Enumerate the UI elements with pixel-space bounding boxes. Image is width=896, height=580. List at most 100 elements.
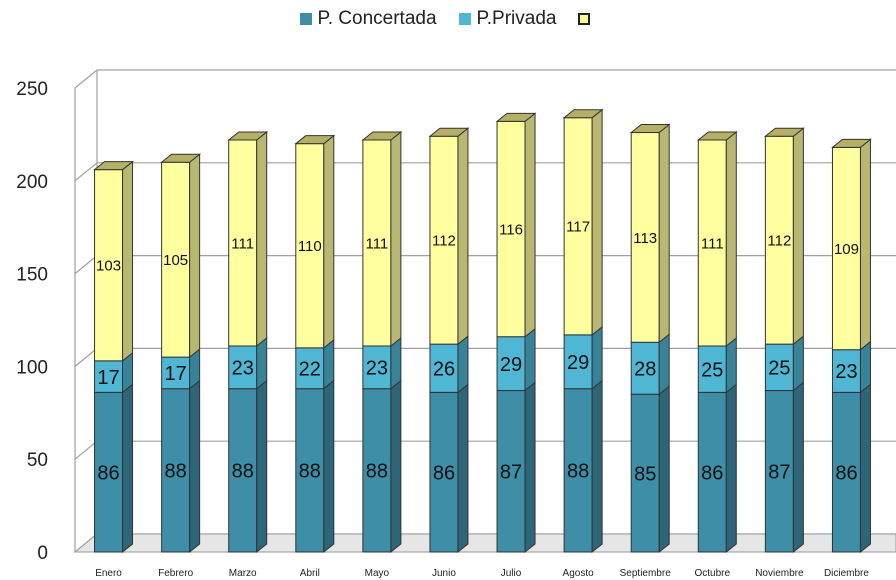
data-label-7-1: 29 bbox=[567, 352, 589, 374]
gridline-side-1 bbox=[74, 440, 98, 460]
x-tick-label-8: Septiembre bbox=[620, 568, 672, 579]
bar-side-9-2 bbox=[725, 130, 737, 348]
bar-top-1 bbox=[160, 153, 202, 163]
legend-swatch-third bbox=[578, 13, 591, 25]
bar-top-4 bbox=[361, 131, 403, 141]
data-label-0-0: 86 bbox=[97, 462, 119, 484]
bar-top-7 bbox=[562, 109, 604, 119]
bar-side-2-1 bbox=[256, 336, 268, 390]
bar-side-2-0 bbox=[256, 379, 268, 554]
data-label-11-2: 109 bbox=[834, 241, 859, 258]
bar-side-7-2 bbox=[591, 108, 603, 336]
x-tick-label-6: Julio bbox=[501, 568, 522, 579]
data-label-3-0: 88 bbox=[299, 461, 321, 483]
bar-side-0-2 bbox=[122, 160, 134, 362]
bar-side-9-1 bbox=[725, 336, 737, 394]
data-label-5-2: 112 bbox=[432, 233, 456, 250]
bar-1-1 bbox=[161, 356, 191, 390]
bar-side-1-0 bbox=[189, 379, 201, 554]
data-label-4-0: 88 bbox=[366, 461, 388, 483]
x-tick-label-5: Junio bbox=[432, 568, 456, 579]
legend-label-concertada: P. Concertada bbox=[317, 8, 437, 29]
bar-2-0 bbox=[228, 388, 258, 553]
bar-side-10-1 bbox=[792, 335, 804, 392]
bar-side-0-0 bbox=[122, 383, 134, 554]
bar-top-9 bbox=[696, 131, 738, 141]
data-label-8-2: 113 bbox=[633, 230, 657, 247]
bar-side-11-1 bbox=[859, 340, 871, 394]
bar-side-10-0 bbox=[792, 381, 804, 554]
x-tick-label-2: Marzo bbox=[229, 568, 257, 579]
data-label-10-0: 87 bbox=[768, 461, 790, 483]
data-label-6-1: 29 bbox=[500, 354, 522, 376]
data-label-9-1: 25 bbox=[701, 359, 723, 381]
bar-side-6-2 bbox=[524, 112, 536, 338]
data-label-8-0: 85 bbox=[634, 463, 656, 485]
bar-5-1 bbox=[429, 343, 459, 393]
bar-4-2 bbox=[362, 139, 392, 347]
bar-11-1 bbox=[831, 349, 861, 393]
data-label-4-2: 111 bbox=[365, 235, 388, 252]
legend-item-third bbox=[578, 8, 596, 30]
bar-6-0 bbox=[496, 390, 526, 553]
data-label-10-2: 112 bbox=[767, 233, 791, 250]
bar-side-8-0 bbox=[658, 385, 670, 554]
bar-side-9-0 bbox=[725, 383, 737, 554]
gridline-side-2 bbox=[74, 347, 98, 367]
chart-legend: P. Concertada P.Privada bbox=[0, 8, 896, 30]
bar-1-0 bbox=[161, 388, 191, 553]
bar-10-1 bbox=[764, 343, 794, 392]
gridline-side-5 bbox=[74, 69, 98, 89]
x-tick-label-9: Octubre bbox=[695, 568, 731, 579]
bar-top-2 bbox=[227, 131, 269, 141]
bar-4-1 bbox=[362, 345, 392, 390]
x-tick-label-7: Agosto bbox=[563, 568, 595, 579]
bar-side-3-0 bbox=[323, 379, 335, 554]
bar-side-2-2 bbox=[256, 130, 268, 348]
legend-item-privada: P.Privada bbox=[458, 8, 556, 30]
legend-swatch-concertada bbox=[299, 13, 312, 25]
data-label-7-0: 88 bbox=[567, 461, 589, 483]
y-tick-label-2: 100 bbox=[16, 357, 48, 378]
bar-side-8-1 bbox=[658, 333, 670, 396]
y-tick-label-5: 250 bbox=[16, 79, 48, 100]
bar-side-7-0 bbox=[591, 379, 603, 554]
y-tick-label-4: 200 bbox=[16, 172, 48, 193]
bar-4-0 bbox=[362, 388, 392, 553]
bar-top-0 bbox=[93, 161, 134, 171]
data-label-7-2: 117 bbox=[566, 219, 590, 236]
bar-side-6-1 bbox=[524, 327, 536, 392]
bar-side-11-2 bbox=[859, 138, 871, 351]
gridline-side-4 bbox=[74, 162, 98, 182]
bar-side-7-1 bbox=[591, 325, 603, 390]
x-tick-label-10: Noviembre bbox=[755, 568, 804, 579]
data-label-1-2: 105 bbox=[163, 252, 188, 269]
bar-side-5-2 bbox=[457, 127, 469, 346]
bar-0-2 bbox=[94, 169, 124, 362]
data-label-0-1: 17 bbox=[97, 367, 119, 389]
data-label-5-0: 86 bbox=[433, 462, 455, 484]
bar-side-6-0 bbox=[524, 381, 536, 554]
bar-side-4-2 bbox=[390, 130, 402, 348]
bar-3-2 bbox=[295, 143, 325, 349]
data-label-3-1: 22 bbox=[299, 358, 321, 380]
x-tick-label-0: Enero bbox=[95, 568, 122, 579]
bar-top-10 bbox=[763, 127, 805, 137]
bar-8-1 bbox=[630, 341, 660, 395]
bar-side-5-1 bbox=[457, 335, 469, 394]
gridline-side-3 bbox=[74, 255, 98, 275]
y-tick-label-3: 150 bbox=[16, 265, 48, 286]
data-label-5-1: 26 bbox=[433, 358, 455, 380]
bar-side-8-2 bbox=[658, 123, 670, 344]
data-label-11-1: 23 bbox=[835, 361, 857, 383]
data-label-9-0: 86 bbox=[701, 462, 723, 484]
data-label-1-1: 17 bbox=[165, 363, 187, 385]
bar-top-11 bbox=[831, 138, 872, 148]
y-tick-label-0: 0 bbox=[37, 543, 48, 564]
bar-8-2 bbox=[630, 132, 660, 343]
data-label-10-1: 25 bbox=[768, 358, 790, 380]
bar-side-1-2 bbox=[189, 153, 201, 359]
data-label-6-0: 87 bbox=[500, 461, 522, 483]
bar-1-2 bbox=[161, 161, 191, 358]
